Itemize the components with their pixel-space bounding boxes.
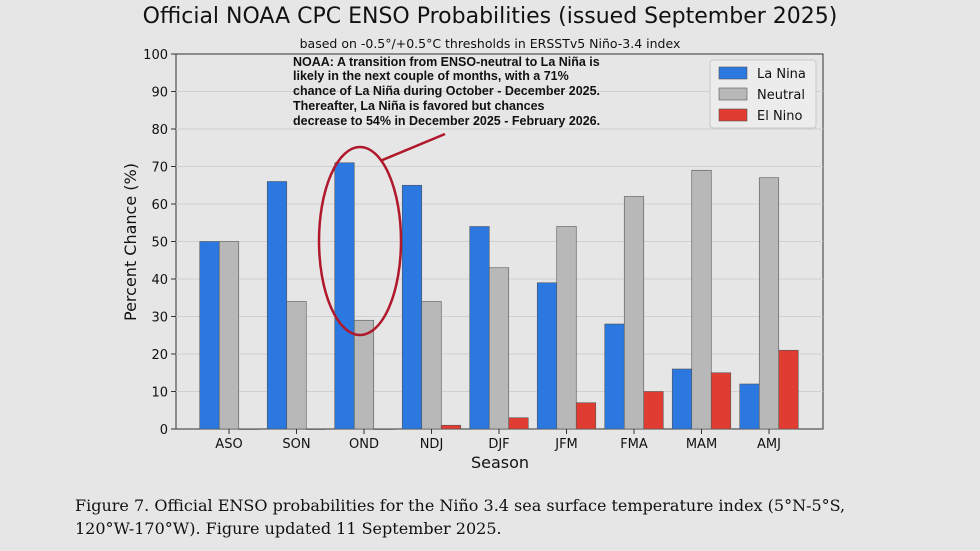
x-tick-label: OND — [349, 437, 379, 452]
bar-neutral-ond — [353, 319, 375, 430]
annotation-line: NOAA: A transition from ENSO-neutral to … — [293, 55, 600, 69]
y-tick-label: 90 — [151, 86, 168, 101]
x-tick-label: ASO — [215, 437, 242, 452]
x-tick-label: MAM — [686, 437, 717, 452]
bars — [199, 162, 799, 430]
bar-neutral-ndj — [421, 301, 442, 430]
annotation-line: likely in the next couple of months, wit… — [293, 69, 569, 83]
x-axis-label: Season — [471, 453, 529, 472]
bar-la-nina-aso — [199, 241, 220, 430]
bar-el-nino-son — [305, 428, 327, 430]
bar-la-nina-ndj — [401, 184, 423, 430]
y-axis-ticks: 0 10 20 30 40 50 60 70 80 90 100 — [143, 48, 176, 438]
y-axis-label: Percent Chance (%) — [121, 163, 140, 321]
enso-bar-chart: 0 10 20 30 40 50 60 70 80 90 100 ASO SON OND NDJ DJF JF… — [121, 48, 824, 472]
bar-la-nina-amj — [739, 383, 760, 430]
bar-el-nino-djf — [508, 417, 529, 430]
x-tick-label: AMJ — [757, 437, 781, 452]
bar-neutral-jfm — [556, 226, 577, 430]
bar-la-nina-jfm — [536, 282, 558, 430]
legend: La Nina Neutral El Nino — [709, 59, 817, 129]
x-tick-label: SON — [282, 437, 310, 452]
y-tick-label: 30 — [151, 311, 168, 326]
bar-el-nino-ond — [373, 428, 394, 430]
legend-label: La Nina — [757, 67, 806, 82]
figure-caption: Figure 7. Official ENSO probabilities fo… — [75, 496, 846, 538]
chart-title: Official NOAA CPC ENSO Probabilities (is… — [142, 4, 838, 29]
bar-el-nino-aso — [238, 428, 259, 430]
y-tick-label: 20 — [151, 348, 168, 363]
bar-el-nino-ndj — [440, 424, 462, 430]
bar-el-nino-fma — [643, 391, 664, 430]
annotation-line: chance of La Niña during October - Decem… — [293, 84, 600, 98]
annotation: NOAA: A transition from ENSO-neutral to … — [293, 55, 600, 337]
bar-la-nina-ond — [334, 162, 355, 430]
y-tick-label: 0 — [160, 423, 168, 438]
bar-neutral-fma — [623, 196, 645, 430]
legend-swatch-la-nina — [718, 66, 748, 80]
bar-el-nino-mam — [710, 372, 732, 430]
bar-neutral-son — [286, 301, 307, 430]
bar-el-nino-jfm — [575, 402, 597, 430]
y-tick-label: 10 — [151, 386, 168, 401]
x-tick-label: DJF — [488, 437, 509, 452]
bar-neutral-djf — [488, 267, 510, 430]
y-tick-label: 70 — [151, 161, 168, 176]
x-tick-label: FMA — [620, 437, 648, 452]
x-tick-label: JFM — [554, 437, 578, 452]
bar-neutral-mam — [691, 169, 712, 430]
bar-neutral-aso — [218, 241, 240, 430]
legend-swatch-neutral — [718, 87, 748, 101]
bar-la-nina-fma — [604, 323, 625, 430]
legend-swatch-el-nino — [718, 108, 748, 122]
highlight-ellipse — [317, 145, 403, 337]
y-tick-label: 60 — [151, 198, 168, 213]
y-tick-label: 80 — [151, 123, 168, 138]
annotation-line: decrease to 54% in December 2025 - Febru… — [293, 114, 600, 128]
legend-label: Neutral — [757, 88, 805, 103]
bar-el-nino-amj — [778, 349, 799, 430]
legend-label: El Nino — [757, 109, 803, 124]
bar-neutral-amj — [758, 177, 780, 430]
y-tick-label: 50 — [151, 236, 168, 251]
x-tick-label: NDJ — [420, 437, 444, 452]
x-axis-ticks: ASO SON OND NDJ DJF JFM FMA MAM AMJ — [215, 429, 781, 452]
y-tick-label: 100 — [143, 48, 168, 63]
bar-la-nina-son — [266, 181, 288, 430]
annotation-line: Thereafter, La Niña is favored but chanc… — [293, 99, 545, 113]
annotation-pointer — [379, 132, 446, 163]
y-tick-label: 40 — [151, 273, 168, 288]
bar-la-nina-djf — [469, 226, 490, 430]
bar-la-nina-mam — [671, 368, 693, 430]
chart-subtitle: based on -0.5°/+0.5°C thresholds in ERSS… — [299, 36, 681, 51]
